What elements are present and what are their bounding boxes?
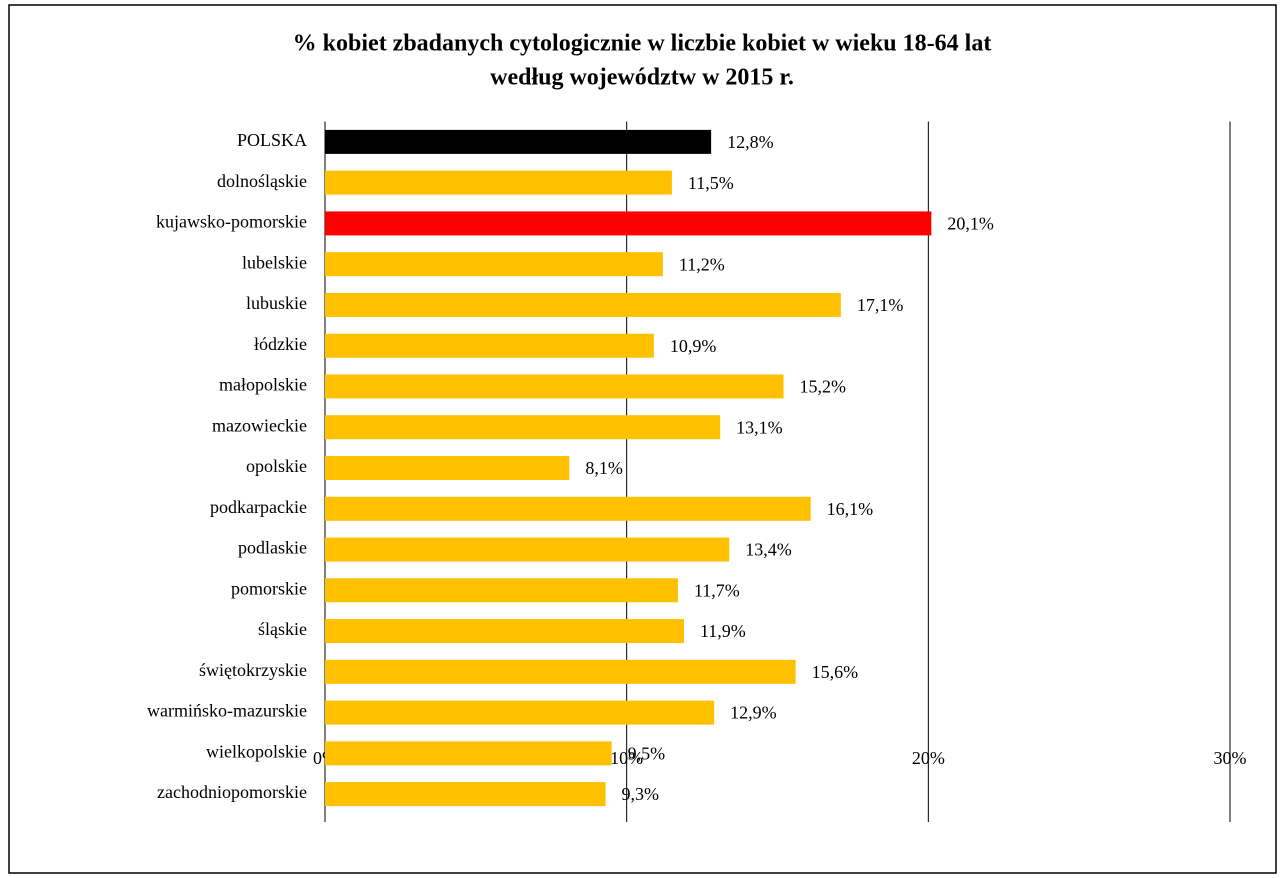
y-tick-label: świętokrzyskie [199,660,307,680]
data-label: 12,8% [727,132,774,152]
data-label: 9,3% [622,784,660,804]
bar [325,578,678,603]
y-tick-label: zachodniopomorskie [157,782,307,802]
data-label: 20,1% [947,214,994,234]
bar [325,619,684,644]
chart-title: według województw w 2015 r. [490,65,794,91]
data-label: 11,9% [700,621,746,641]
y-tick-label: lubuskie [246,293,307,313]
y-tick-label: małopolskie [219,375,307,395]
data-label: 11,2% [679,254,725,274]
data-label: 16,1% [827,499,874,519]
data-label: 15,6% [812,662,859,682]
y-tick-label: wielkopolskie [206,741,307,761]
data-label: 17,1% [857,295,904,315]
y-tick-label: podkarpackie [210,497,307,517]
data-label: 11,5% [688,173,734,193]
x-tick-label: 30% [1214,748,1247,768]
data-label: 13,4% [745,540,792,560]
data-label: 15,2% [800,377,847,397]
y-tick-label: warmińsko-mazurskie [147,701,307,721]
y-tick-label: lubelskie [242,252,307,272]
bar [325,659,796,684]
x-tick-label: 10% [610,748,643,768]
y-tick-label: podlaskie [238,538,307,558]
data-label: 12,9% [730,703,777,723]
bar [325,292,841,317]
y-tick-label: pomorskie [231,578,307,598]
data-label: 11,7% [694,580,740,600]
bar [325,456,570,480]
bar [325,129,712,154]
y-tick-label: opolskie [246,456,307,476]
y-tick-label: śląskie [258,619,307,639]
bar [325,415,721,440]
bar [325,537,730,562]
data-label: 8,1% [585,458,623,478]
data-label: 10,9% [670,336,717,356]
y-tick-label: łódzkie [254,334,307,354]
bar [325,374,784,399]
y-tick-label: mazowieckie [212,415,307,435]
bar [325,782,606,807]
x-tick-label: 20% [912,748,945,768]
data-label: 13,1% [736,417,783,437]
bar [325,170,672,195]
y-tick-label: dolnośląskie [217,171,307,191]
bar [325,252,663,277]
y-tick-label: POLSKA [237,130,307,150]
bar [325,741,612,766]
bar [325,700,715,725]
data-label: 9,5% [628,743,666,763]
y-tick-label: kujawsko-pomorskie [156,212,307,232]
chart-title: % kobiet zbadanych cytologicznie w liczb… [293,31,992,57]
bar [325,496,811,521]
bar [325,333,654,358]
bar [325,211,932,236]
